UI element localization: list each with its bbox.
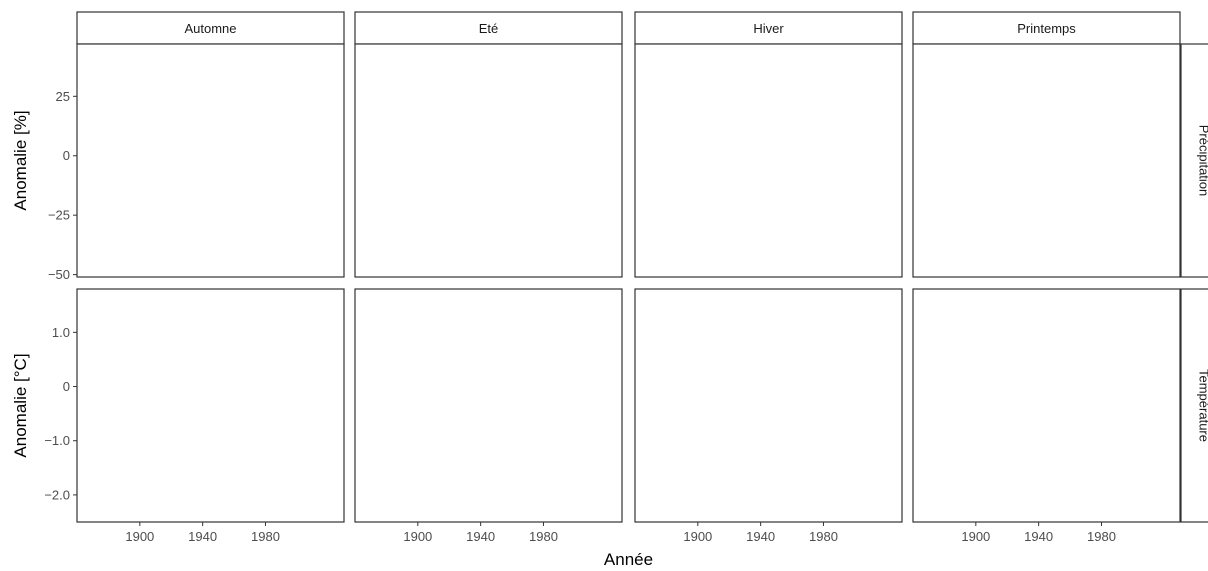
facet-strip-label: Eté [479, 21, 499, 36]
panels: Automne Eté Hiver Printemps Précipitation Tem… [44, 11, 1208, 544]
panel-0-1 [354, 43, 623, 278]
row-strip-1 [1180, 288, 1208, 523]
x-tick-label: 1940 [1024, 529, 1053, 544]
panel-0-3 [912, 43, 1181, 278]
x-tick-label: 1980 [1087, 529, 1116, 544]
facet-strip-1 [354, 11, 623, 45]
x-tick-label: 1940 [188, 529, 217, 544]
panel-border [634, 288, 903, 523]
panel-border [76, 288, 345, 523]
x-tick-label: 1940 [746, 529, 775, 544]
panel-border [354, 43, 623, 278]
panel-border [354, 288, 623, 523]
y-tick-label: 25 [56, 89, 70, 104]
row-strip-0 [1180, 43, 1208, 278]
y-axis-title-temperature: Anomalie [°C] [11, 353, 30, 457]
facet-strip-label: Automne [184, 21, 236, 36]
row-strip-label: Température [1197, 369, 1208, 442]
facet-strip-label: Hiver [753, 21, 784, 36]
y-tick-label: 1.0 [52, 325, 70, 340]
x-tick-label: 1900 [403, 529, 432, 544]
facet-strip-0 [76, 11, 345, 45]
x-tick-label: 1980 [529, 529, 558, 544]
panel-0-0 [76, 43, 345, 278]
panel-border [634, 43, 903, 278]
x-tick-label: 1900 [125, 529, 154, 544]
y-axis-title-precipitation: Anomalie [%] [11, 110, 30, 210]
panel-1-3 [912, 288, 1181, 523]
panel-0-2 [634, 43, 903, 278]
facet-strip-2 [634, 11, 903, 45]
x-tick-label: 1900 [683, 529, 712, 544]
facet-strip-3 [912, 11, 1181, 45]
x-axis-title: Année [604, 550, 653, 569]
facet-strip-label: Printemps [1017, 21, 1076, 36]
x-tick-label: 1900 [961, 529, 990, 544]
panel-border [912, 288, 1181, 523]
row-strip-label: Précipitation [1197, 125, 1208, 197]
panel-border [76, 43, 345, 278]
y-tick-label: 0 [63, 148, 70, 163]
y-tick-label: −50 [48, 267, 70, 282]
x-tick-label: 1980 [251, 529, 280, 544]
panel-1-2 [634, 288, 903, 523]
x-tick-label: 1940 [466, 529, 495, 544]
x-tick-label: 1980 [809, 529, 838, 544]
panel-border [912, 43, 1181, 278]
panel-1-0 [76, 288, 345, 523]
y-tick-label: −2.0 [44, 487, 70, 502]
y-tick-label: −1.0 [44, 433, 70, 448]
panel-1-1 [354, 288, 623, 523]
y-tick-label: −25 [48, 208, 70, 223]
y-tick-label: 0 [63, 379, 70, 394]
